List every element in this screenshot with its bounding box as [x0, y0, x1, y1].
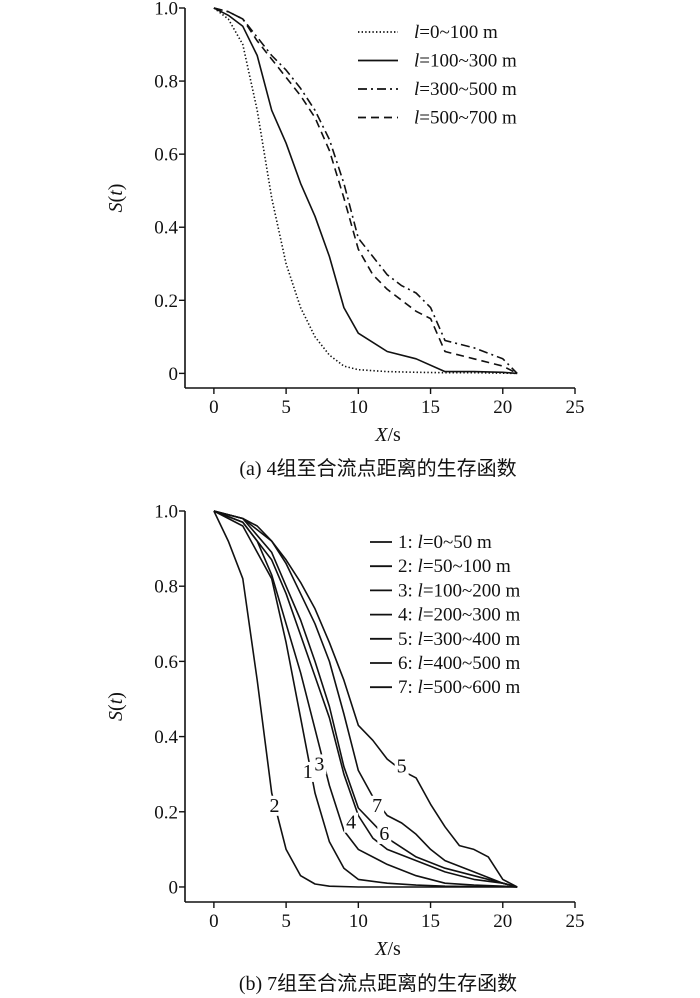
legend-label: 6: l=400~500 m	[398, 653, 521, 674]
series-line-7	[213, 510, 518, 888]
legend-label: l=500~700 m	[414, 108, 517, 129]
legend-label: l=0~100 m	[414, 22, 498, 43]
legend-label: 2: l=50~100 m	[398, 556, 511, 577]
curve-label-bg	[370, 795, 385, 816]
x-tick-label: 10	[349, 911, 368, 932]
y-tick-label: 0	[169, 877, 179, 898]
y-tick-label: 0.6	[154, 145, 178, 166]
curve-label-bg	[344, 812, 359, 833]
curve-label-bg	[377, 823, 392, 844]
y-axis-label: S(t)	[105, 184, 127, 213]
x-axis-label: X/s	[374, 938, 401, 960]
y-tick-label: 0.6	[154, 652, 178, 673]
curve-label-4: 4	[346, 812, 356, 834]
y-tick-label: 1.0	[154, 502, 178, 523]
series-line-4	[213, 7, 518, 375]
legend-label: 5: l=300~400 m	[398, 629, 521, 650]
curve-label-3: 3	[314, 753, 324, 775]
curve-label-bg	[300, 761, 315, 782]
curve-label-bg	[267, 795, 282, 816]
series-line-1	[213, 7, 518, 375]
x-tick-label: 5	[281, 911, 291, 932]
curve-label-bg	[312, 754, 327, 775]
x-tick-label: 20	[493, 911, 512, 932]
x-tick-label: 25	[566, 397, 585, 418]
series-line-6	[213, 510, 518, 888]
chart-caption: (b) 7组至合流点距离的生存函数	[239, 972, 517, 995]
legend-label: 4: l=200~300 m	[398, 605, 521, 626]
x-tick-label: 5	[281, 397, 291, 418]
curve-label-1: 1	[303, 761, 313, 783]
x-axis-label: X/s	[374, 424, 401, 446]
series-line-4	[213, 510, 518, 888]
y-axis-label: S(t)	[105, 692, 127, 721]
curve-label-5: 5	[397, 755, 407, 777]
y-tick-label: 0.2	[154, 291, 178, 312]
series-line-2	[213, 7, 518, 375]
y-tick-label: 0.2	[154, 802, 178, 823]
y-tick-label: 0.8	[154, 72, 178, 93]
x-tick-label: 15	[421, 397, 440, 418]
legend-label: 3: l=100~200 m	[398, 580, 521, 601]
legend-label: l=300~500 m	[414, 79, 517, 100]
series-line-2	[213, 510, 518, 888]
curve-label-6: 6	[379, 823, 389, 845]
legend-label: 1: l=0~50 m	[398, 532, 492, 553]
x-tick-label: 20	[493, 397, 512, 418]
x-tick-label: 15	[421, 911, 440, 932]
y-tick-label: 0.8	[154, 577, 178, 598]
curve-label-2: 2	[270, 795, 280, 817]
curve-label-7: 7	[372, 795, 382, 817]
x-tick-label: 25	[566, 911, 585, 932]
y-tick-label: 0.4	[154, 727, 178, 748]
x-tick-label: 0	[209, 911, 219, 932]
y-tick-label: 1.0	[154, 0, 178, 20]
chart-a: 0 5 10 15 20 25 0 0.2 0.4 0.6 0.8 1.0 X/s S(t) (a) 4组至…	[105, 0, 585, 480]
chart-caption: (a) 4组至合流点距离的生存函数	[239, 457, 516, 480]
legend-label: 7: l=500~600 m	[398, 677, 521, 698]
curve-label-bg	[394, 756, 409, 777]
x-tick-label: 0	[209, 397, 219, 418]
series-line-3	[213, 510, 518, 888]
y-tick-label: 0.4	[154, 218, 178, 239]
legend-label: l=100~300 m	[414, 51, 517, 72]
series-line-3	[213, 7, 518, 374]
y-tick-label: 0	[169, 364, 179, 385]
x-tick-label: 10	[349, 397, 368, 418]
